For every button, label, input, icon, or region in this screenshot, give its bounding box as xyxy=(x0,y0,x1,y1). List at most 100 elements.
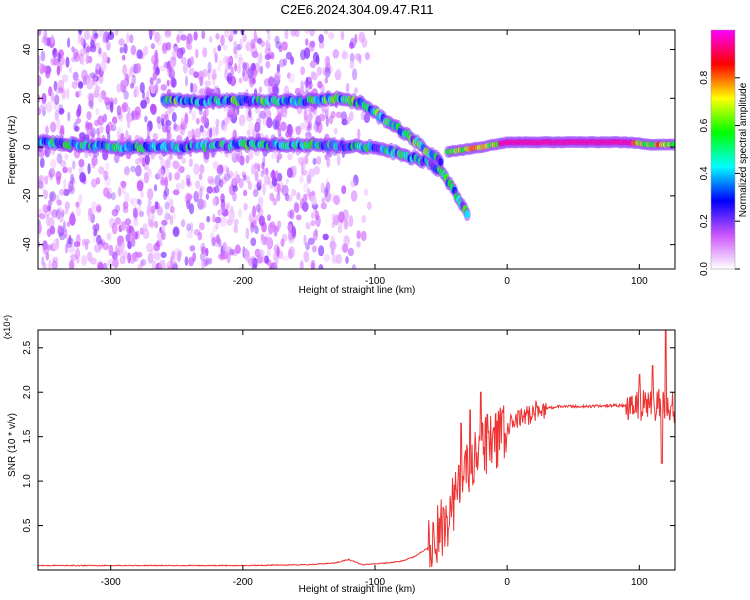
heatmap-noise-cell xyxy=(207,61,212,74)
heatmap-noise-cell xyxy=(245,41,252,52)
heatmap-noise-cell xyxy=(197,198,205,210)
heatmap-noise-cell xyxy=(164,213,171,221)
heatmap-noise-cell xyxy=(254,214,260,222)
heatmap-noise-cell xyxy=(126,225,132,234)
heatmap-noise-cell xyxy=(234,63,238,72)
heatmap-noise-cell xyxy=(126,106,131,113)
heatmap-noise-cell xyxy=(343,219,349,231)
heatmap-noise-cell xyxy=(315,55,320,65)
heatmap-noise-cell xyxy=(72,71,79,82)
heatmap-noise-cell xyxy=(210,152,216,159)
heatmap-noise-cell xyxy=(71,81,78,89)
heatmap-noise-cell xyxy=(81,238,86,247)
heatmap-noise-cell xyxy=(290,30,297,37)
heatmap-noise-cell xyxy=(87,92,94,102)
heatmap-noise-cell xyxy=(218,179,224,188)
heatmap-noise-cell xyxy=(65,241,73,248)
heatmap-noise-cell xyxy=(46,101,53,113)
spectrogram-cells xyxy=(38,30,675,269)
heatmap-noise-cell xyxy=(150,43,156,50)
heatmap-noise-cell xyxy=(113,97,118,105)
heatmap-noise-cell xyxy=(194,128,201,139)
heatmap-noise-cell xyxy=(98,262,104,269)
heatmap-noise-cell xyxy=(234,47,238,60)
heatmap-noise-cell xyxy=(140,99,148,109)
heatmap-noise-cell xyxy=(153,242,161,252)
heatmap-noise-cell xyxy=(224,30,230,38)
heatmap-noise-cell xyxy=(238,77,243,84)
heatmap-noise-cell xyxy=(270,221,276,229)
heatmap-noise-cell xyxy=(127,240,132,250)
heatmap-noise-cell xyxy=(166,79,170,87)
heatmap-noise-cell xyxy=(100,239,106,246)
heatmap-noise-cell xyxy=(56,175,61,185)
heatmap-noise-cell xyxy=(232,191,237,202)
heatmap-noise-cell xyxy=(85,46,92,53)
heatmap-noise-cell xyxy=(56,119,61,130)
heatmap-noise-cell xyxy=(217,44,222,52)
heatmap-noise-cell xyxy=(215,33,220,40)
heatmap-noise-cell xyxy=(211,236,216,247)
heatmap-noise-cell xyxy=(107,31,115,40)
heatmap-noise-cell xyxy=(96,205,102,213)
heatmap-noise-cell xyxy=(67,111,71,122)
heatmap-noise-cell xyxy=(57,52,61,63)
heatmap-noise-cell xyxy=(324,190,332,203)
heatmap-noise-cell xyxy=(139,82,145,94)
heatmap-noise-cell xyxy=(137,263,142,269)
heatmap-noise-cell xyxy=(89,72,96,79)
heatmap-noise-cell xyxy=(255,204,261,213)
heatmap-noise-cell xyxy=(199,252,206,261)
heatmap-noise-cell xyxy=(122,201,129,210)
heatmap-noise-cell xyxy=(45,69,51,79)
heatmap-noise-cell xyxy=(148,30,155,37)
heatmap-noise-cell xyxy=(242,69,245,78)
heatmap-noise-cell xyxy=(186,223,192,232)
heatmap-noise-cell xyxy=(247,181,252,191)
heatmap-noise-cell xyxy=(68,234,72,244)
heatmap-noise-cell xyxy=(139,227,144,235)
heatmap-noise-cell xyxy=(64,228,68,239)
heatmap-noise-cell xyxy=(318,264,324,269)
heatmap-noise-cell xyxy=(296,192,301,201)
heatmap-noise-cell xyxy=(73,52,80,62)
heatmap-noise-cell xyxy=(335,68,342,80)
heatmap-noise-cell xyxy=(220,253,228,260)
heatmap-noise-cell xyxy=(180,34,187,41)
heatmap-noise-cell xyxy=(211,68,217,80)
heatmap-noise-cell xyxy=(132,109,139,121)
heatmap-noise-cell xyxy=(253,30,257,42)
heatmap-noise-cell xyxy=(217,209,222,216)
heatmap-noise-cell xyxy=(116,127,124,134)
heatmap-noise-cell xyxy=(258,215,265,227)
heatmap-noise-cell xyxy=(53,80,58,92)
heatmap-noise-cell xyxy=(169,153,173,160)
heatmap-noise-cell xyxy=(341,51,349,60)
heatmap-noise-cell xyxy=(38,108,42,116)
y-tick-label: 2.5 xyxy=(22,340,33,354)
heatmap-noise-cell xyxy=(305,222,311,230)
heatmap-noise-cell xyxy=(147,252,154,264)
heatmap-noise-cell xyxy=(242,62,248,71)
heatmap-noise-cell xyxy=(176,163,182,175)
colorbar-tick-label: 0.0 xyxy=(699,262,710,276)
heatmap-noise-cell xyxy=(81,69,88,81)
heatmap-noise-cell xyxy=(172,189,180,196)
heatmap-noise-cell xyxy=(351,264,357,269)
heatmap-noise-cell xyxy=(76,257,80,264)
figure-title: C2E6.2024.304.09.47.R11 xyxy=(281,2,434,17)
heatmap-noise-cell xyxy=(186,193,193,201)
heatmap-noise-cell xyxy=(296,214,302,221)
heatmap-noise-cell xyxy=(172,212,177,220)
heatmap-noise-cell xyxy=(162,43,168,52)
heatmap-noise-cell xyxy=(328,32,335,40)
heatmap-noise-cell xyxy=(199,187,203,199)
heatmap-noise-cell xyxy=(85,54,90,65)
heatmap-noise-cell xyxy=(292,228,297,239)
heatmap-noise-cell xyxy=(212,225,218,233)
heatmap-noise-cell xyxy=(146,205,151,217)
heatmap-noise-cell xyxy=(256,37,263,44)
heatmap-noise-cell xyxy=(135,165,142,177)
heatmap-noise-cell xyxy=(287,153,293,161)
heatmap-noise-cell xyxy=(64,153,69,160)
